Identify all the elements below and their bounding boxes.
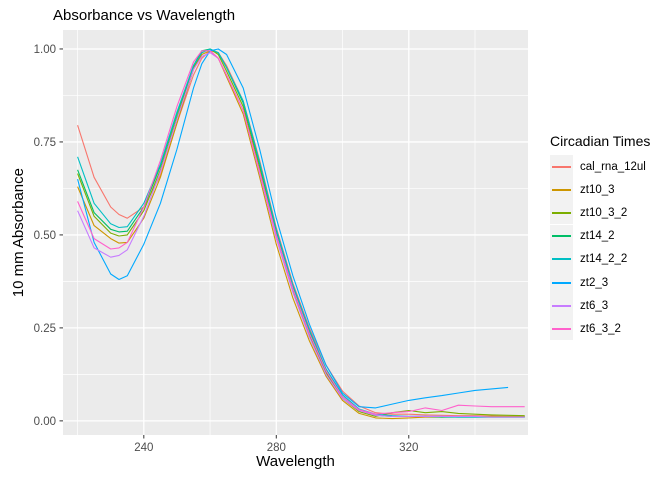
legend-key-line-icon xyxy=(552,211,571,214)
legend-key-swatch xyxy=(550,155,573,179)
legend-key-swatch xyxy=(550,201,573,225)
legend-key-line-icon xyxy=(552,258,571,261)
legend-key-swatch xyxy=(550,224,573,248)
legend-key-line-icon xyxy=(552,165,571,168)
legend-item-label: zt10_3_2 xyxy=(580,206,628,219)
legend-item-zt14_2_2: zt14_2_2 xyxy=(550,247,650,271)
x-axis-title: Wavelength xyxy=(256,453,335,470)
legend-key-line-icon xyxy=(552,235,571,238)
y-tick-label: 0.75 xyxy=(34,137,56,149)
legend-key-swatch xyxy=(550,247,573,271)
y-tick-label: 0.50 xyxy=(34,230,56,242)
legend-title: Circadian Times xyxy=(550,133,651,149)
series-line-zt2_3 xyxy=(77,48,509,409)
legend-key-line-icon xyxy=(552,304,571,307)
y-tick-label: 0.25 xyxy=(34,323,56,335)
y-tick-label: 1.00 xyxy=(34,44,56,56)
legend-item-zt6_3_2: zt6_3_2 xyxy=(550,317,650,341)
y-tick-label: 0.00 xyxy=(34,416,56,428)
panel-background xyxy=(63,30,528,435)
x-tick-label: 280 xyxy=(267,442,286,454)
legend-item-cal_rna_12ul: cal_rna_12ul xyxy=(550,155,650,179)
legend-key-swatch xyxy=(550,271,573,295)
legend-item-label: zt2_3 xyxy=(580,276,609,289)
legend-item-zt10_3: zt10_3 xyxy=(550,178,650,202)
x-tick-label: 240 xyxy=(134,442,153,454)
series-line-zt6_3 xyxy=(77,52,525,418)
legend-item-label: zt14_2_2 xyxy=(580,253,628,266)
legend-key-line-icon xyxy=(552,327,571,330)
legend-item-zt2_3: zt2_3 xyxy=(550,271,650,295)
legend-item-zt10_3_2: zt10_3_2 xyxy=(550,201,650,225)
legend-item-zt6_3: zt6_3 xyxy=(550,294,650,318)
legend-item-zt14_2: zt14_2 xyxy=(550,224,650,248)
y-axis-title: 10 mm Absorbance xyxy=(10,168,27,298)
legend-items: cal_rna_12ul zt10_3 zt10_3_2 zt14_2 zt14_2_2… xyxy=(550,155,650,341)
legend-key-swatch xyxy=(550,178,573,202)
legend: Circadian Times cal_rna_12ul zt10_3 zt10_3… xyxy=(550,133,650,341)
legend-key-swatch xyxy=(550,294,573,318)
legend-key-line-icon xyxy=(552,281,571,284)
series-line-zt6_3_2 xyxy=(77,50,525,415)
legend-key-swatch xyxy=(550,317,573,341)
x-tick-label: 320 xyxy=(399,442,418,454)
legend-item-label: cal_rna_12ul xyxy=(580,160,646,173)
legend-item-label: zt6_3 xyxy=(580,299,609,312)
legend-item-label: zt10_3 xyxy=(580,183,615,196)
legend-key-line-icon xyxy=(552,188,571,191)
chart-title: Absorbance vs Wavelength xyxy=(53,7,236,24)
legend-item-label: zt6_3_2 xyxy=(580,322,621,335)
legend-item-label: zt14_2 xyxy=(580,230,615,243)
